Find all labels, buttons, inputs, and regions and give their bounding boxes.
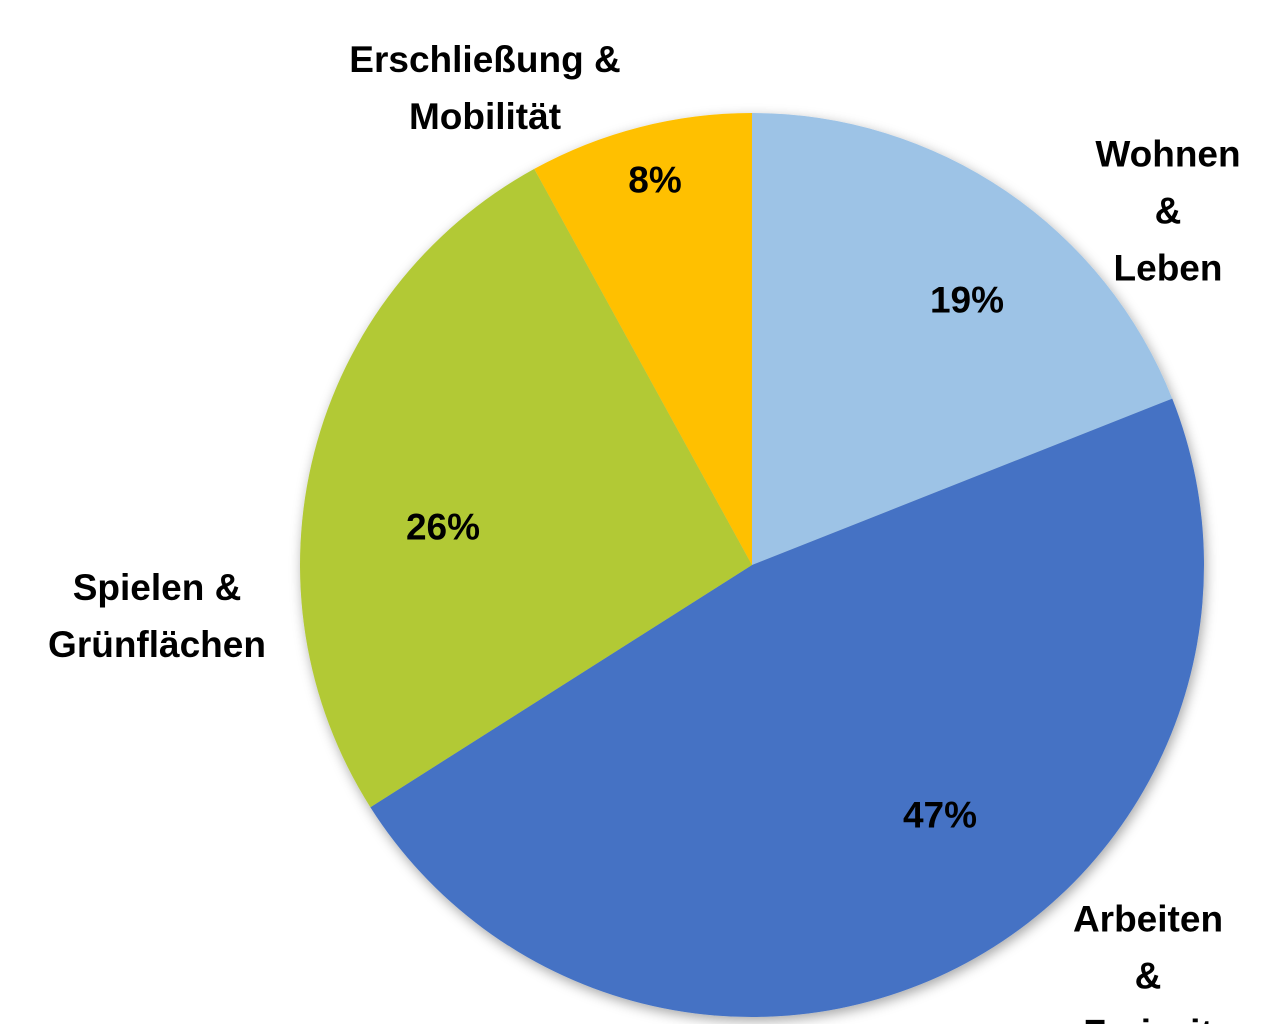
pie-slice: [752, 113, 1173, 565]
slices: [300, 113, 1204, 1018]
pie-slice: [370, 398, 1204, 1018]
value-label: 47%: [902, 794, 978, 836]
category-label: Arbeiten & Freizeit: [1072, 898, 1224, 1024]
value-label: 19%: [929, 279, 1005, 321]
value-label: 8%: [628, 159, 682, 201]
category-label: Erschließung & Mobilität: [349, 39, 621, 137]
category-label: Spielen & Grünflächen: [48, 567, 266, 665]
category-label: Wohnen & Leben: [1095, 133, 1241, 289]
value-label: 26%: [405, 506, 481, 548]
pie-slice: [534, 113, 752, 565]
pie-slice: [300, 168, 752, 808]
